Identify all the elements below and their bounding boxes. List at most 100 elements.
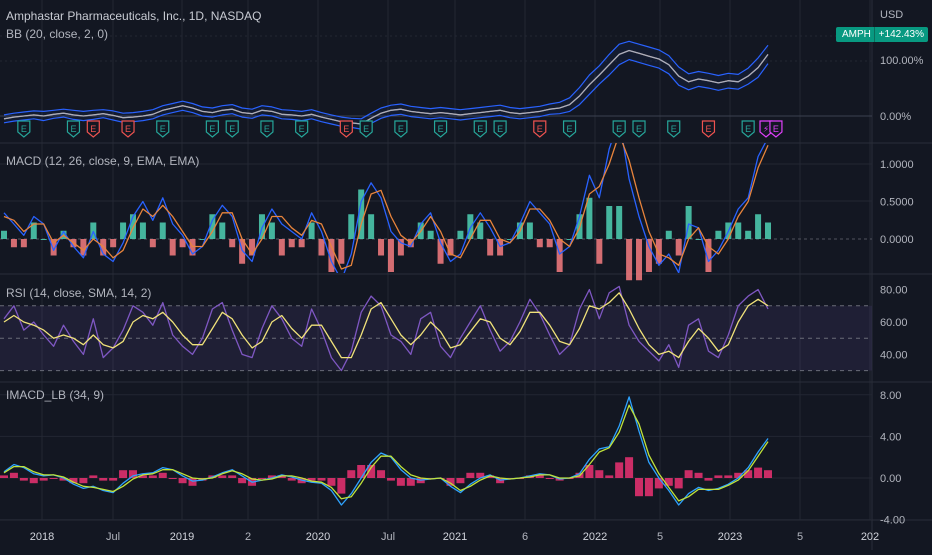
macd-histogram-bar-69 <box>685 206 692 239</box>
macd-histogram-bar-53 <box>526 222 533 239</box>
earnings-neg-marker-1: E <box>121 120 135 138</box>
macd-histogram-bar-15 <box>149 239 156 248</box>
macd-histogram-bar-70 <box>695 239 702 240</box>
time-axis-label-5: Jul <box>381 531 395 543</box>
rsi-lines <box>3 285 769 372</box>
macd-histogram-bar-14 <box>139 222 146 239</box>
macd-histogram-bar-11 <box>110 239 117 248</box>
price-badge-symbol: AMPH <box>842 29 871 40</box>
time-axis-label-8: 2022 <box>583 531 607 543</box>
time-axis-label-2: 2019 <box>170 531 194 543</box>
rsi-indicator-label: RSI (14, close, SMA, 14, 2) <box>6 286 152 300</box>
macd-histogram-bar-44 <box>437 239 444 264</box>
macd-histogram-bar-50 <box>497 239 504 256</box>
macd-histogram-bar-39 <box>387 239 394 272</box>
macd-histogram-bar-65 <box>645 239 652 272</box>
imacd-histogram-bar-38 <box>377 470 386 478</box>
imacd-histogram-bar-64 <box>635 478 644 497</box>
bb-upper-line <box>3 40 769 120</box>
macd-histogram-bar-34 <box>338 239 345 264</box>
imacd-histogram-bar-9 <box>89 475 98 478</box>
imacd-histogram-bar-31 <box>307 478 316 481</box>
imacd-histogram-bar-11 <box>109 478 118 481</box>
earnings-neg-marker-0: E <box>86 120 100 138</box>
macd-axis-tick-2: 0.0000 <box>880 234 914 246</box>
earnings-marker-12-shape <box>562 120 577 138</box>
earnings-marker-5-shape <box>260 120 274 138</box>
price-badge-value: +142.43% <box>878 29 924 40</box>
imacd-histogram-bar-70 <box>694 472 703 478</box>
macd-histogram-bar-45 <box>447 239 454 256</box>
earnings-marker-16: E <box>741 120 755 138</box>
earnings-marker-0-letter: E <box>21 124 27 134</box>
earnings-marker-14-shape <box>632 120 646 138</box>
earnings-neg-marker-3-letter: E <box>537 124 543 134</box>
earnings-marker-15-letter: E <box>671 124 677 134</box>
earnings-marker-13-letter: E <box>616 124 622 134</box>
macd-histogram-bar-33 <box>328 239 335 272</box>
imacd-indicator-label: IMACD_LB (34, 9) <box>6 388 105 402</box>
macd-histogram-bar-30 <box>298 239 305 248</box>
earnings-marker-1-letter: E <box>70 124 76 134</box>
earnings-neg-marker-2: E <box>339 120 353 138</box>
imacd-axis-tick-1: 4.00 <box>880 431 901 443</box>
imacd-histogram-bar-59 <box>585 465 594 478</box>
macd-lines <box>3 143 769 273</box>
earnings-marker-10-letter: E <box>477 124 483 134</box>
imacd-axis-tick-2: 0.00 <box>880 473 901 485</box>
imacd-histogram-bar-34 <box>337 478 346 494</box>
macd-axis-tick-1: 0.5000 <box>880 197 914 209</box>
split-marker-0-letter: ⚡ <box>763 124 769 134</box>
imacd-histogram-bar-35 <box>347 470 356 478</box>
macd-histogram-bar-62 <box>616 206 623 239</box>
rsi-ma-line <box>3 292 769 359</box>
earnings-neg-marker-4: E <box>701 120 716 138</box>
macd-histogram-bar-57 <box>566 239 573 240</box>
macd-signal-line <box>3 143 769 270</box>
earnings-marker-3-letter: E <box>209 124 215 134</box>
imacd-axis-tick-0: 8.00 <box>880 390 901 402</box>
macd-histogram-bar-54 <box>536 239 543 248</box>
earnings-neg-marker-3-shape <box>533 120 547 138</box>
macd-histogram-bar-75 <box>745 230 752 239</box>
earnings-neg-marker-1-shape <box>121 120 135 138</box>
imacd-histogram-bar-45 <box>446 478 455 486</box>
macd-histogram-bar-37 <box>368 214 375 239</box>
imacd-histogram-bar-54 <box>535 475 544 478</box>
split-e-marker-0-letter: E <box>773 124 779 134</box>
macd-histogram-bar-55 <box>546 239 553 248</box>
chart-title: Amphastar Pharmaceuticals, Inc., 1D, NAS… <box>6 9 262 23</box>
macd-histogram-bar-20 <box>199 239 206 240</box>
macd-histogram-bar-48 <box>477 222 484 239</box>
macd-histogram-bar-2 <box>20 239 27 248</box>
earnings-marker-5-letter: E <box>264 124 270 134</box>
rsi-axis-tick-0: 80.00 <box>880 285 908 297</box>
imacd-histogram-bar-7 <box>69 478 78 484</box>
macd-histogram-bar-4 <box>40 239 47 240</box>
imacd-line <box>3 396 769 506</box>
macd-histogram-bar-5 <box>50 239 57 256</box>
earnings-marker-14-letter: E <box>636 124 642 134</box>
macd-histogram-bar-71 <box>705 239 712 272</box>
macd-histogram-bar-32 <box>318 239 325 256</box>
earnings-marker-2-shape <box>156 120 170 138</box>
macd-histogram-bar-67 <box>665 230 672 239</box>
earnings-marker-13-shape <box>612 120 626 138</box>
imacd-histogram-bar-0 <box>0 475 8 478</box>
imacd-histogram-bar-71 <box>704 478 713 481</box>
macd-histogram-bar-40 <box>397 239 404 256</box>
imacd-histogram-bar-8 <box>79 478 88 484</box>
earnings-marker-1-shape <box>66 120 81 138</box>
imacd-axis-tick-3: -4.00 <box>880 515 905 527</box>
earnings-marker-7-shape <box>359 120 373 138</box>
earnings-marker-4: E <box>225 120 239 138</box>
earnings-marker-0-shape <box>17 120 31 138</box>
earnings-marker-12: E <box>562 120 577 138</box>
earnings-marker-11-letter: E <box>497 124 503 134</box>
imacd-histogram-bar-61 <box>605 475 614 478</box>
macd-histogram-bar-74 <box>735 222 742 239</box>
split-e-marker-0-shape <box>769 120 783 138</box>
imacd-histogram-bar-41 <box>406 478 415 486</box>
